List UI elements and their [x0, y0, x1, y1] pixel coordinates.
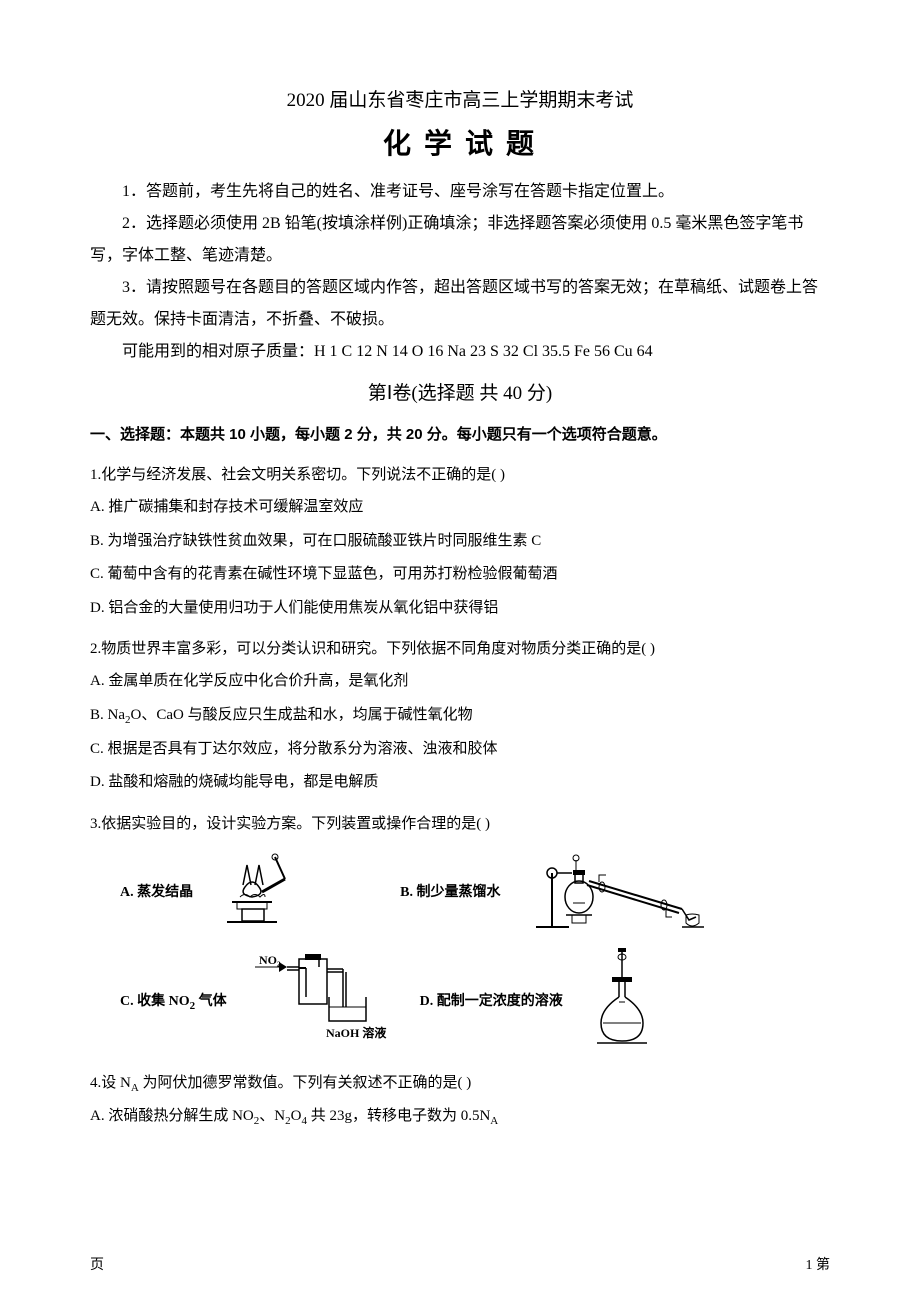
q4-stem-sub: A — [131, 1082, 139, 1094]
q1-option-d: D. 铝合金的大量使用归功于人们能使用焦炭从氧化铝中获得铝 — [90, 593, 830, 625]
q3c-pre: C. 收集 NO — [120, 994, 190, 1009]
part-1-header: 一、选择题：本题共 10 小题，每小题 2 分，共 20 分。每小题只有一个选项… — [90, 423, 830, 444]
apparatus-b-icon — [524, 845, 714, 941]
exam-header-line1: 2020 届山东省枣庄市高三上学期期末考试 — [90, 85, 830, 112]
q2-stem: 2.物质世界丰富多彩，可以分类认识和研究。下列依据不同角度对物质分类正确的是( … — [90, 634, 830, 664]
q2-option-c: C. 根据是否具有丁达尔效应，将分散系分为溶液、浊液和胶体 — [90, 734, 830, 766]
footer-right: 1 第 — [806, 1254, 831, 1274]
q3-label-a: A. 蒸发结晶 — [120, 879, 193, 907]
atomic-mass-line: 可能用到的相对原子质量：H 1 C 12 N 14 O 16 Na 23 S 3… — [90, 336, 830, 368]
q3-stem: 3.依据实验目的，设计实验方案。下列装置或操作合理的是( ) — [90, 809, 830, 839]
apparatus-c-icon: NO₂ NaOH 溶液 — [251, 949, 396, 1055]
q1-option-b: B. 为增强治疗缺铁性贫血效果，可在口服硫酸亚铁片时同服维生素 C — [90, 526, 830, 558]
q2-option-b: B. Na2O、CaO 与酸反应只生成盐和水，均属于碱性氧化物 — [90, 700, 830, 732]
q3-label-b: B. 制少量蒸馏水 — [400, 879, 500, 907]
no2-text: NO₂ — [259, 953, 281, 967]
question-1: 1.化学与经济发展、社会文明关系密切。下列说法不正确的是( ) A. 推广碳捕集… — [90, 460, 830, 624]
question-2: 2.物质世界丰富多彩，可以分类认识和研究。下列依据不同角度对物质分类正确的是( … — [90, 634, 830, 799]
q3-diagram-row-1: A. 蒸发结晶 B. 制少量蒸馏水 — [120, 845, 830, 941]
q2-option-d: D. 盐酸和熔融的烧碱均能导电，都是电解质 — [90, 767, 830, 799]
q4-stem: 4.设 NA 为阿伏加德罗常数值。下列有关叙述不正确的是( ) — [90, 1068, 830, 1099]
exam-subject-title: 化 学 试 题 — [90, 122, 830, 162]
q3-diagram-row-2: C. 收集 NO2 气体 NO₂ — [120, 947, 830, 1058]
instruction-1: 1．答题前，考生先将自己的姓名、准考证号、座号涂写在答题卡指定位置上。 — [90, 176, 830, 208]
q4a-1: A. 浓硝酸热分解生成 NO — [90, 1108, 254, 1124]
q3c-post: 气体 — [195, 994, 227, 1009]
apparatus-d-icon — [587, 947, 657, 1058]
q1-option-c: C. 葡萄中含有的花青素在碱性环境下显蓝色，可用苏打粉检验假葡萄酒 — [90, 559, 830, 591]
naoh-text: NaOH 溶液 — [326, 1025, 386, 1040]
apparatus-a-icon — [217, 847, 312, 938]
q1-stem: 1.化学与经济发展、社会文明关系密切。下列说法不正确的是( ) — [90, 460, 830, 490]
q4-stem-post: 为阿伏加德罗常数值。下列有关叙述不正确的是( ) — [139, 1075, 472, 1091]
q4a-2: 、N — [259, 1108, 285, 1124]
page-footer: 页 1 第 — [0, 1254, 920, 1274]
section-1-header: 第Ⅰ卷(选择题 共 40 分) — [90, 378, 830, 405]
q2-option-a: A. 金属单质在化学反应中化合价升高，是氧化剂 — [90, 666, 830, 698]
question-4: 4.设 NA 为阿伏加德罗常数值。下列有关叙述不正确的是( ) A. 浓硝酸热分… — [90, 1068, 830, 1133]
q4-stem-pre: 4.设 N — [90, 1075, 131, 1091]
q2b-pre: B. Na — [90, 707, 125, 723]
instruction-2: 2．选择题必须使用 2B 铅笔(按填涂样例)正确填涂；非选择题答案必须使用 0.… — [90, 208, 830, 272]
q3-label-d: D. 配制一定浓度的溶液 — [420, 988, 563, 1016]
q1-option-a: A. 推广碳捕集和封存技术可缓解温室效应 — [90, 492, 830, 524]
q4a-s4: A — [490, 1115, 498, 1127]
question-3: 3.依据实验目的，设计实验方案。下列装置或操作合理的是( ) A. 蒸发结晶 — [90, 809, 830, 1058]
q2b-mid: O、CaO 与酸反应只生成盐和水，均属于碱性氧化物 — [131, 707, 473, 723]
q4a-4: 共 23g，转移电子数为 0.5N — [307, 1108, 490, 1124]
q3-label-c: C. 收集 NO2 气体 — [120, 988, 227, 1017]
q3-diagrams: A. 蒸发结晶 B. 制少量蒸馏水 — [90, 845, 830, 1058]
q4a-3: O — [291, 1108, 302, 1124]
q4-option-a: A. 浓硝酸热分解生成 NO2、N2O4 共 23g，转移电子数为 0.5NA — [90, 1101, 830, 1133]
instruction-3: 3．请按照题号在各题目的答题区域内作答，超出答题区域书写的答案无效；在草稿纸、试… — [90, 272, 830, 336]
footer-left: 页 — [90, 1254, 104, 1274]
